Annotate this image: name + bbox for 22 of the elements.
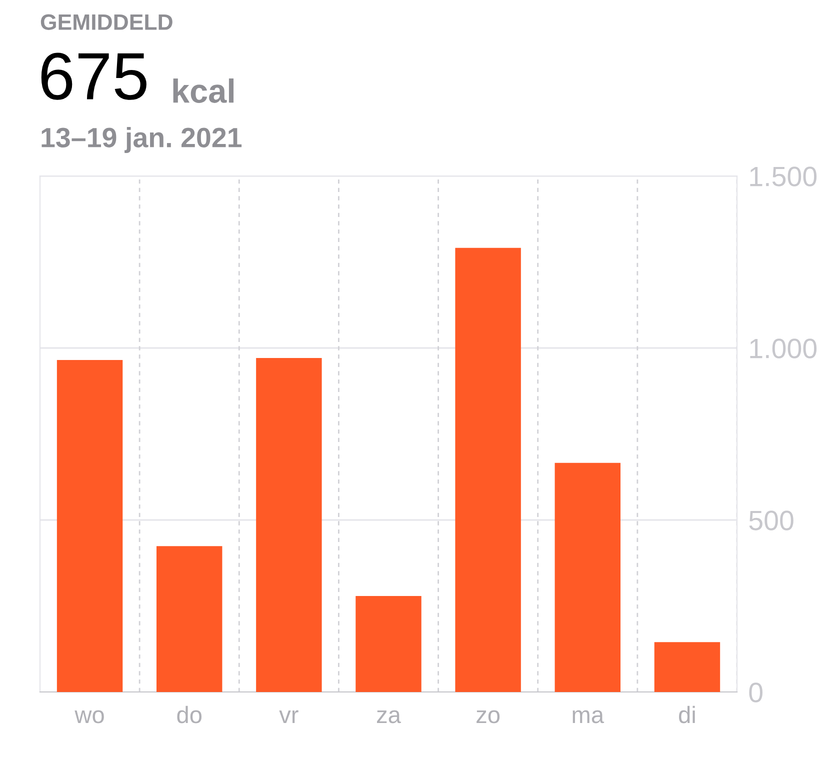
chart-title: GEMIDDELD	[40, 14, 172, 30]
y-tick-label: 0	[749, 682, 762, 702]
x-tick-label: vr	[279, 710, 298, 723]
text: 675	[41, 52, 146, 100]
bar	[256, 358, 322, 692]
y-tick-label: 500	[749, 510, 794, 530]
y-tick-label: 1.000	[750, 338, 817, 358]
bar	[156, 546, 222, 692]
bar	[654, 642, 720, 692]
chart-subtitle: 13–19 jan. 2021	[42, 127, 242, 153]
x-tick-label: za	[376, 710, 401, 724]
x-tick-label: zo	[476, 710, 500, 724]
bar	[356, 596, 422, 692]
bar	[455, 248, 521, 692]
bar	[56, 360, 123, 692]
x-tick-label: ma	[572, 710, 604, 724]
text: kcal	[173, 78, 234, 103]
bar	[554, 462, 620, 692]
x-tick-label: wo	[74, 710, 104, 724]
x-tick-label: di	[679, 706, 695, 724]
x-tick-label: do	[177, 706, 202, 724]
y-tick-label: 1.500	[750, 166, 817, 186]
